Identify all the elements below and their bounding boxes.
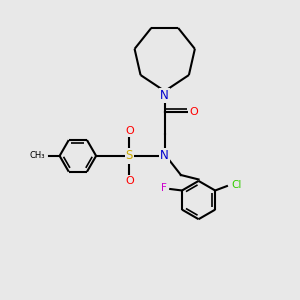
Text: O: O (125, 176, 134, 186)
Text: S: S (126, 149, 133, 162)
Text: CH₃: CH₃ (29, 152, 45, 160)
Text: O: O (189, 107, 198, 117)
Text: O: O (125, 126, 134, 136)
Text: F: F (161, 182, 167, 193)
Text: Cl: Cl (231, 180, 242, 190)
Text: N: N (160, 89, 169, 102)
Text: N: N (160, 149, 169, 162)
